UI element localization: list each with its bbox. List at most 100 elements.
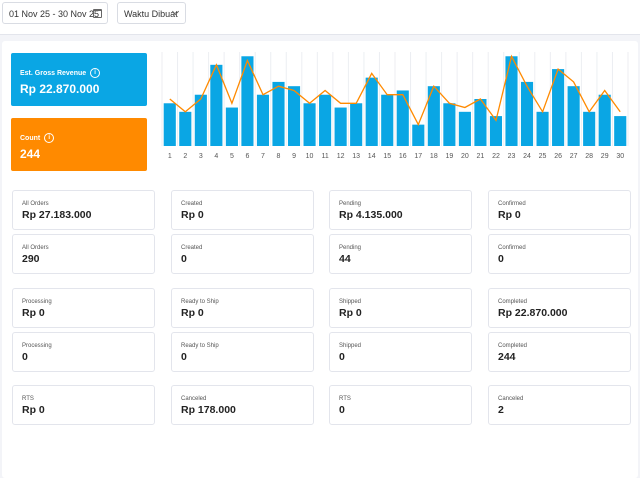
bar-27[interactable] [567, 86, 580, 146]
bar-20[interactable] [458, 111, 471, 146]
x-tick-label: 9 [292, 153, 296, 160]
x-tick-label: 5 [230, 153, 234, 160]
x-tick-label: 27 [570, 153, 578, 160]
stat-value: 2 [498, 404, 504, 416]
x-tick-label: 11 [321, 153, 328, 160]
bar-23[interactable] [505, 56, 518, 146]
stat-card-canceled: Canceled Rp 178.000 [171, 385, 314, 425]
stat-card-ready-to-ship: Ready to Ship 0 [171, 332, 314, 372]
stat-card-pending: Pending Rp 4.135.000 [329, 190, 472, 230]
revenue-label: Est. Gross Revenue [20, 69, 87, 77]
stat-label: Pending [339, 245, 362, 251]
info-icon[interactable]: i [44, 133, 55, 143]
revenue-value: Rp 22.870.000 [20, 82, 100, 96]
x-tick-label: 29 [601, 153, 609, 160]
stat-card-all-orders: All Orders Rp 27.183.000 [12, 190, 155, 230]
stat-value: Rp 0 [498, 209, 521, 221]
date-range-picker[interactable]: 01 Nov 25 - 30 Nov 25 [2, 2, 108, 24]
stat-value: 0 [339, 351, 345, 363]
stat-card-created: Created Rp 0 [171, 190, 314, 230]
stat-card-processing: Processing 0 [12, 332, 155, 372]
stat-card-processing: Processing Rp 0 [12, 288, 155, 328]
stat-value: 0 [339, 404, 345, 416]
stat-label: Pending [339, 201, 362, 207]
x-tick-label: 15 [383, 153, 391, 160]
filter-bar: 01 Nov 25 - 30 Nov 25 Waktu Dibuat [0, 0, 640, 35]
x-tick-label: 12 [337, 153, 345, 160]
bar-18[interactable] [427, 86, 440, 146]
daily-orders-chart: 1 2 3 4 5 6 7 8 9 10 11 12 13 14 15 16 17 18 19 20 21 22 23 24 2… [161, 52, 629, 160]
bar-10[interactable] [303, 103, 316, 146]
stat-value: Rp 178.000 [181, 404, 236, 416]
stat-value: Rp 27.183.000 [22, 209, 92, 221]
stat-value: Rp 0 [181, 307, 204, 319]
x-tick-label: 18 [430, 153, 438, 160]
stat-label: Processing [22, 299, 52, 305]
stat-label: Shipped [339, 343, 362, 349]
bar-26[interactable] [552, 69, 565, 146]
bar-6[interactable] [241, 56, 254, 146]
stat-card-ready-to-ship: Ready to Ship Rp 0 [171, 288, 314, 328]
stat-value: 0 [22, 351, 28, 363]
bar-29[interactable] [598, 94, 611, 146]
stat-value: 0 [498, 253, 504, 265]
x-tick-label: 21 [477, 153, 485, 160]
x-tick-label: 30 [616, 153, 624, 160]
bar-4[interactable] [210, 64, 223, 146]
stat-value: Rp 0 [339, 307, 362, 319]
x-tick-label: 4 [214, 153, 218, 160]
sort-by-text: Waktu Dibuat [124, 9, 178, 19]
bar-2[interactable] [179, 111, 192, 146]
bar-1[interactable] [163, 103, 176, 146]
revenue-card: Est. Gross Revenue i Rp 22.870.000 [11, 53, 147, 106]
x-tick-label: 19 [445, 153, 453, 160]
bar-28[interactable] [583, 111, 596, 146]
stat-card-rts: RTS 0 [329, 385, 472, 425]
stat-card-confirmed: Confirmed 0 [488, 234, 631, 274]
bar-30[interactable] [614, 116, 627, 146]
bar-16[interactable] [396, 90, 409, 146]
bar-15[interactable] [381, 94, 394, 146]
bar-22[interactable] [489, 116, 503, 146]
bar-19[interactable] [443, 103, 456, 146]
x-tick-label: 8 [277, 153, 281, 160]
x-tick-label: 2 [183, 153, 187, 160]
bar-5[interactable] [225, 107, 238, 146]
x-tick-label: 22 [492, 153, 500, 160]
stat-value: 290 [22, 253, 40, 265]
bar-25[interactable] [536, 111, 549, 146]
bar-14[interactable] [365, 77, 378, 146]
stat-label: All Orders [22, 201, 49, 207]
bar-21[interactable] [474, 99, 487, 146]
count-label: Count [20, 134, 41, 142]
stat-card-shipped: Shipped 0 [329, 332, 472, 372]
stat-label: Created [181, 201, 203, 207]
bar-8[interactable] [272, 81, 285, 146]
stat-value: 44 [339, 253, 351, 265]
bar-24[interactable] [520, 81, 534, 146]
sort-by-select[interactable]: Waktu Dibuat [117, 2, 186, 24]
stat-value: Rp 0 [22, 307, 45, 319]
x-tick-label: 1 [168, 153, 172, 160]
stat-label: Canceled [181, 396, 207, 402]
bar-3[interactable] [194, 94, 207, 146]
stat-card-created: Created 0 [171, 234, 314, 274]
bar-12[interactable] [334, 107, 347, 146]
stat-card-completed: Completed 244 [488, 332, 631, 372]
stat-card-pending: Pending 44 [329, 234, 472, 274]
stat-label: Ready to Ship [181, 299, 219, 305]
stat-label: Completed [498, 343, 528, 349]
bar-17[interactable] [412, 124, 425, 146]
stat-value: 0 [181, 253, 187, 265]
bar-13[interactable] [350, 103, 363, 146]
x-tick-label: 14 [368, 153, 376, 160]
x-tick-label: 28 [585, 153, 593, 160]
x-tick-label: 10 [306, 153, 314, 160]
bar-7[interactable] [256, 94, 270, 146]
stat-value: 0 [181, 351, 187, 363]
bar-9[interactable] [287, 86, 301, 146]
info-icon[interactable]: i [90, 68, 101, 78]
bar-11[interactable] [319, 94, 332, 146]
trend-line [169, 54, 621, 127]
stat-card-all-orders: All Orders 290 [12, 234, 155, 274]
